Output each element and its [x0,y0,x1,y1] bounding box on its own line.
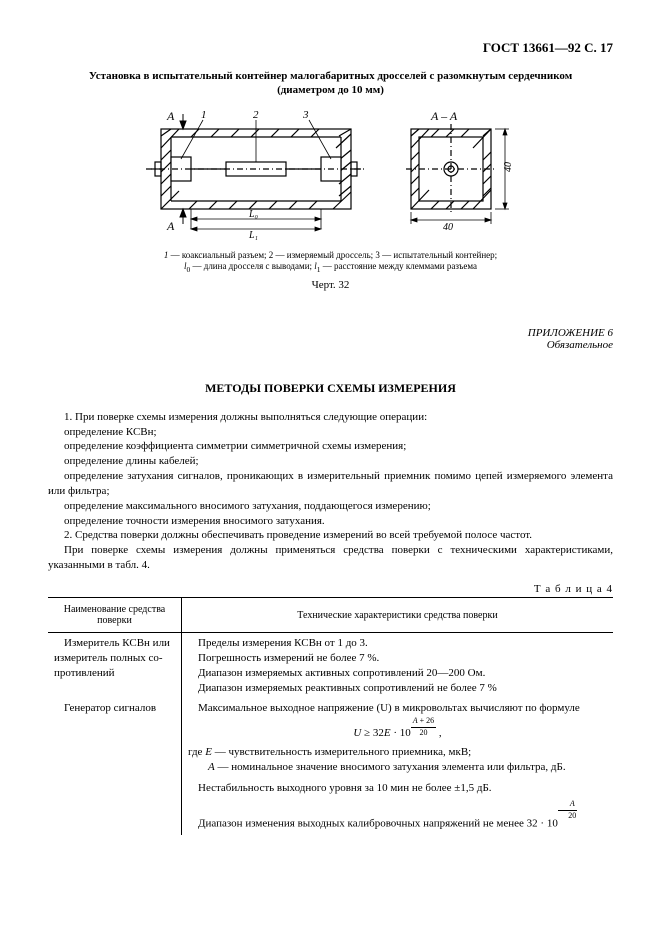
legend-line1: — коаксиальный разъем; 2 — измеряемый др… [168,250,497,260]
row1-l1: Пределы измерения КСВн от 1 до 3. [188,636,607,651]
figure-title-line1: Установка в испытательный контейнер мало… [89,70,572,82]
table-row: Измеритель КСВн или измеритель полных со… [48,633,613,699]
row1-l2: Погрешность измерений не более 7 %. [188,651,607,666]
figure-title: Установка в испытательный контейнер мало… [48,70,613,98]
page-header: ГОСТ 13661—92 С. 17 [48,40,613,56]
row2-l1: Максимальное выходное напряжение (U) в м… [188,701,607,716]
item-6: определение точности измерения вносимого… [48,514,613,529]
spec-table: Наименование средства поверки Технически… [48,597,613,835]
appendix-block: ПРИЛОЖЕНИЕ 6 Обязательное [48,327,613,351]
section-title: МЕТОДЫ ПОВЕРКИ СХЕМЫ ИЗМЕРЕНИЯ [48,381,613,396]
formula-def-a: A — номинальное значение вносимого затух… [188,760,607,775]
row2-l3: Диапазон изменения выходных калибровочны… [188,803,607,831]
svg-text:A – A: A – A [430,109,458,123]
appendix-required: Обязательное [48,339,613,351]
table-head-col2: Технические характеристики средства пове… [182,598,614,633]
formula-1: U ≥ 32E · 10 A + 26 20 , [188,716,607,745]
figure-title-line2: (диаметром до 10 мм) [277,84,384,96]
svg-text:40: 40 [503,162,514,172]
row1-l4: Диапазон измеряемых реактивных сопротивл… [188,681,607,696]
row1-name: Измеритель КСВн или измеритель полных со… [48,633,182,699]
row1-l3: Диапазон измеряемых активных сопротивлен… [188,666,607,681]
svg-text:2: 2 [253,109,259,121]
label-a-bot: A [166,219,175,233]
item-5: определение максимального вносимого зату… [48,499,613,514]
svg-text:L₁: L₁ [248,230,258,241]
table-head-col1: Наименование средства поверки [48,598,182,633]
para-2: 2. Средства поверки должны обеспечивать … [48,528,613,543]
para-1: 1. При поверке схемы измерения должны вы… [48,410,613,425]
item-1: определение КСВн; [48,425,613,440]
figure-number: Черт. 32 [48,279,613,291]
item-3: определение длины кабелей; [48,454,613,469]
item-4: определение затухания сигналов, проникаю… [48,469,613,499]
para-3: При поверке схемы измерения должны приме… [48,543,613,573]
table-row: Генератор сигналов Максимальное выходное… [48,698,613,834]
appendix-title: ПРИЛОЖЕНИЕ 6 [48,327,613,339]
body-text: 1. При поверке схемы измерения должны вы… [48,410,613,573]
svg-text:40: 40 [443,222,453,233]
row2-name: Генератор сигналов [48,698,182,834]
formula-def-e: где E — чувствительность измерительного … [188,745,607,760]
figure-legend: 1 — коаксиальный разъем; 2 — измеряемый … [48,250,613,275]
svg-text:1: 1 [201,109,207,121]
legend-l1-text: — расстояние между клеммами разъема [321,261,478,271]
svg-text:3: 3 [302,109,309,121]
figure-diagram: A A 1 2 3 L₀ L₁ [48,104,613,244]
table-label: Т а б л и ц а 4 [48,583,613,595]
svg-text:L₀: L₀ [248,209,259,220]
item-2: определение коэффициента симметрии симме… [48,439,613,454]
row2-l2: Нестабильность выходного уровня за 10 ми… [188,781,607,796]
label-a-top: A [166,109,175,123]
legend-l0-text: — длина дросселя с выводами; [190,261,314,271]
